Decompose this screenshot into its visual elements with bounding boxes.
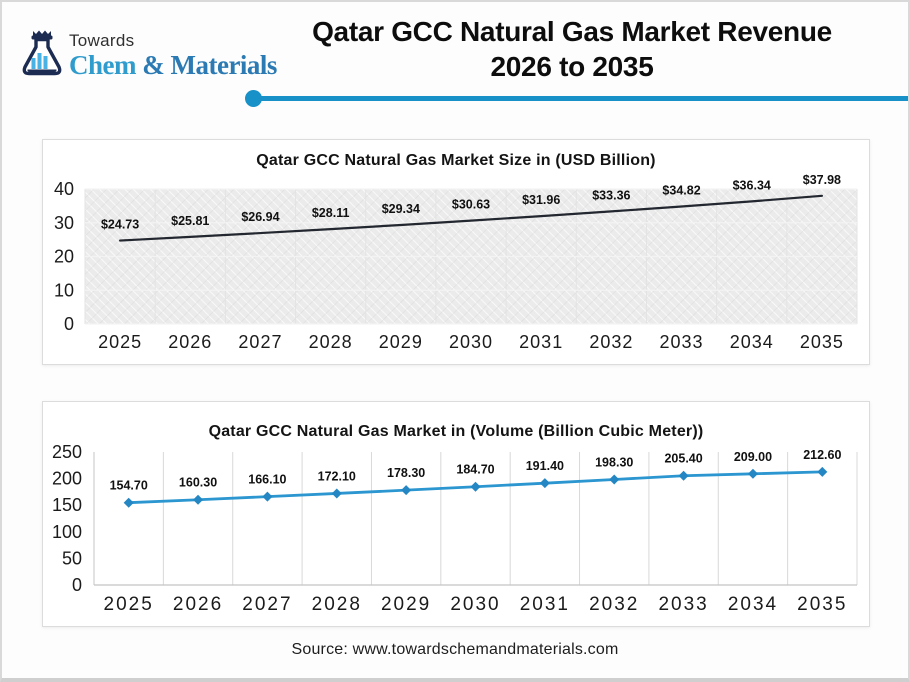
y-tick-label: 250 (52, 442, 82, 462)
data-point-marker (331, 488, 342, 499)
x-tick-label: 2030 (449, 332, 493, 352)
source-text: Source: www.towardschemandmaterials.com (291, 641, 619, 658)
x-tick-label: 2032 (589, 332, 633, 352)
x-tick-label: 2035 (800, 332, 844, 352)
data-point-marker (193, 494, 204, 505)
x-tick-label: 2033 (658, 594, 708, 615)
data-point-marker (678, 470, 689, 481)
header-divider-dot (245, 90, 262, 107)
data-point-label: 166.10 (248, 473, 286, 487)
brand-logo: Towards Chem & Materials (18, 28, 277, 79)
data-point-label: 191.40 (526, 459, 564, 473)
x-tick-label: 2025 (104, 594, 154, 615)
x-tick-label: 2031 (520, 594, 570, 615)
data-point-label: $36.34 (733, 178, 771, 192)
series-line (118, 194, 824, 242)
y-tick-label: 150 (52, 495, 82, 515)
x-tick-label: 2032 (589, 594, 639, 615)
y-tick-label: 40 (54, 179, 74, 199)
page-title-line1: Qatar GCC Natural Gas Market Revenue (312, 16, 832, 47)
data-point-label: $29.34 (382, 202, 420, 216)
x-tick-label: 2025 (98, 332, 142, 352)
data-point-marker (609, 474, 620, 485)
x-tick-label: 2029 (381, 594, 431, 615)
data-point-label: $24.73 (101, 218, 139, 232)
x-tick-label: 2035 (797, 594, 847, 615)
data-point-label: $25.81 (171, 214, 209, 228)
data-point-label: 172.10 (318, 469, 356, 483)
chart-title-market-size: Qatar GCC Natural Gas Market Size in (US… (256, 152, 656, 169)
x-tick-label: 2033 (660, 332, 704, 352)
data-point-label: 154.70 (110, 479, 148, 493)
line-chart-market-volume: 0 50 100 150 200 250 2025 2026 2027 2028 2029 2030 2… (52, 442, 858, 615)
x-tick-label: 2028 (309, 332, 353, 352)
y-tick-label: 20 (54, 247, 74, 267)
data-point-label: 209.00 (734, 450, 772, 464)
data-point-marker (747, 468, 758, 479)
x-tick-label: 2034 (730, 332, 774, 352)
data-point-label: $28.11 (312, 206, 350, 220)
data-point-label: $33.36 (592, 188, 630, 202)
data-point-label: $26.94 (241, 210, 279, 224)
chart-card-market-size: Qatar GCC Natural Gas Market Size in (US… (42, 139, 870, 365)
page-title-line2: 2026 to 2035 (490, 51, 654, 82)
data-point-marker (470, 481, 481, 492)
flask-icon (22, 30, 62, 76)
data-point-marker (817, 466, 828, 477)
data-point-marker (401, 485, 412, 496)
data-point-label: 178.30 (387, 466, 425, 480)
data-point-label: $31.96 (522, 193, 560, 207)
data-point-marker (539, 478, 550, 489)
data-point-label: 184.70 (456, 463, 494, 477)
data-point-label: $30.63 (452, 198, 490, 212)
logo-brand-text: Chem & Materials (69, 49, 277, 80)
data-point-label: 198.30 (595, 456, 633, 470)
x-tick-label: 2028 (312, 594, 362, 615)
chart-title-market-volume: Qatar GCC Natural Gas Market in (Volume … (208, 423, 704, 440)
y-tick-label: 30 (54, 213, 74, 233)
chart-card-market-volume: Qatar GCC Natural Gas Market in (Volume … (42, 401, 870, 627)
x-tick-label: 2030 (450, 594, 500, 615)
y-tick-label: 0 (64, 314, 74, 334)
y-tick-label: 10 (54, 280, 74, 300)
header-divider-line (254, 96, 908, 101)
x-tick-label: 2027 (242, 594, 292, 615)
page-title: Qatar GCC Natural Gas Market Revenue 202… (247, 14, 897, 84)
data-point-label: 205.40 (664, 452, 702, 466)
x-tick-label: 2034 (728, 594, 778, 615)
x-tick-label: 2031 (519, 332, 563, 352)
y-tick-label: 50 (62, 548, 82, 568)
y-tick-label: 100 (52, 522, 82, 542)
data-point-marker (262, 491, 273, 502)
data-point-label: 212.60 (803, 448, 841, 462)
data-point-marker (123, 497, 134, 508)
x-tick-label: 2026 (173, 594, 223, 615)
data-point-label: $34.82 (662, 183, 700, 197)
logo-towards-text: Towards (69, 31, 135, 50)
y-tick-label: 200 (52, 469, 82, 489)
data-point-label: $37.98 (803, 173, 841, 187)
x-tick-label: 2027 (238, 332, 282, 352)
x-tick-label: 2029 (379, 332, 423, 352)
data-point-label: 160.30 (179, 476, 217, 490)
x-tick-label: 2026 (168, 332, 212, 352)
y-tick-label: 0 (72, 575, 82, 595)
